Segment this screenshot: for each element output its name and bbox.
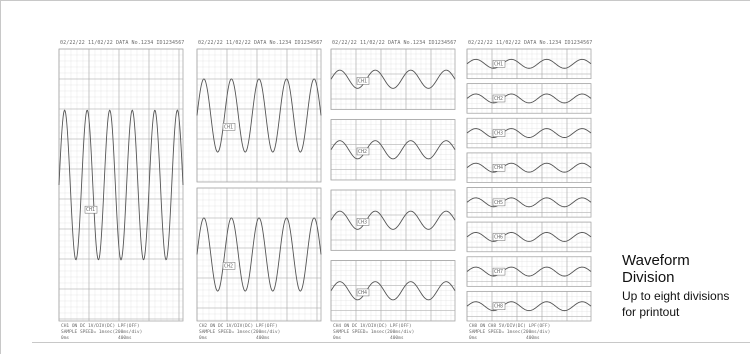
channel-label: CH4 (358, 290, 367, 296)
division-panel-1: CH1 (466, 48, 592, 80)
division-panel-3: CH3 (330, 189, 456, 251)
caption-title-line-2: Division (622, 269, 675, 286)
division-panel-7: CH7 (466, 256, 592, 287)
printout-plot: CH1 CH2 CH3 CH4 CH5 CH6 CH7 CH8 (466, 48, 592, 322)
channel-label: CH1 (86, 207, 95, 213)
printout-plot: CH1 (58, 48, 184, 322)
caption: Waveform Division Up to eight divisions … (622, 252, 750, 320)
waveform-trace (466, 162, 592, 173)
channel-label: CH4 (494, 165, 503, 171)
caption-subtitle-line-2: for printout (622, 305, 680, 319)
division-panel-1: CH1 (196, 48, 322, 183)
waveform-trace (196, 217, 322, 292)
channel-label-box (492, 233, 506, 241)
waveform-trace (466, 266, 592, 277)
division-panel-4: CH4 (330, 260, 456, 322)
printout-scale-end: 400ms (256, 336, 270, 341)
waveform-trace (466, 232, 592, 242)
printout-footer-channel: CH8 ON CH8 5V/DIV(DC) LPF(OFF) (469, 324, 551, 329)
caption-title-line-1: Waveform (622, 252, 690, 269)
channel-label: CH1 (224, 124, 233, 130)
channel-label-box (356, 147, 370, 156)
channel-label-box (492, 60, 506, 68)
printout-footer-channel: CH1 ON DC 1V/DIV(DC) LPF(OFF) (61, 324, 140, 329)
printout-header: 02/22/22 11/02/22 DATA No.1234 ID1234567 (60, 40, 185, 46)
channel-label-box (492, 302, 506, 310)
division-panel-2: CH2 (196, 187, 322, 322)
channel-label: CH5 (494, 200, 503, 206)
printout-header: 02/22/22 11/02/22 DATA No.1234 ID1234567 (468, 40, 593, 46)
channel-label: CH6 (494, 234, 503, 240)
channel-label: CH1 (494, 61, 503, 67)
printout-plot: CH1 CH2 CH3 CH4 (330, 48, 456, 322)
printout-footer-channel: CH2 ON DC 1V/DIV(DC) LPF(OFF) (199, 324, 278, 329)
channel-label-box (84, 205, 98, 214)
channel-label: CH3 (494, 131, 503, 137)
channel-label: CH3 (358, 219, 367, 225)
channel-label-box (492, 198, 506, 207)
figure-bottom-rule (32, 342, 750, 343)
printout-scale-start: 0ms (469, 336, 478, 341)
printout-header: 02/22/22 11/02/22 DATA No.1234 ID1234567 (198, 40, 323, 46)
printout-scale-start: 0ms (199, 336, 208, 341)
waveform-trace (466, 128, 592, 138)
division-panel-8: CH8 (466, 290, 592, 322)
division-panel-1: CH1 (330, 48, 456, 110)
waveform-trace (466, 93, 592, 104)
channel-label-box (356, 77, 370, 85)
channel-label: CH2 (494, 96, 503, 102)
waveform-trace (330, 69, 456, 89)
channel-label-box (492, 129, 506, 137)
waveform-trace (330, 210, 456, 230)
printout-footer-sample: SAMPLE SPEED= 1msec(200ms/div) (199, 330, 281, 335)
division-panel-6: CH6 (466, 221, 592, 253)
division-panel-3: CH3 (466, 117, 592, 149)
printout-8-divisions: 02/22/22 11/02/22 DATA No.1234 ID1234567… (466, 40, 592, 342)
channel-label-box (492, 267, 506, 276)
channel-label: CH2 (358, 149, 367, 155)
printout-scale-end: 400ms (118, 336, 132, 341)
division-panel-5: CH5 (466, 187, 592, 218)
waveform-trace (330, 140, 456, 160)
channel-label: CH8 (494, 304, 503, 310)
printout-footer-channel: CH4 ON DC 1V/DIV(DC) LPF(OFF) (333, 324, 412, 329)
printout-scale-end: 400ms (526, 336, 540, 341)
printout-header: 02/22/22 11/02/22 DATA No.1234 ID1234567 (332, 40, 457, 46)
waveform-trace (196, 78, 322, 153)
channel-label-box (356, 218, 370, 226)
printout-scale-start: 0ms (61, 336, 70, 341)
channel-label-box (222, 123, 236, 131)
channel-label-box (492, 94, 506, 103)
printout-scale-end: 400ms (390, 336, 404, 341)
printout-2-divisions: 02/22/22 11/02/22 DATA No.1234 ID1234567… (196, 40, 322, 342)
channel-label-box (356, 288, 370, 297)
printout-footer-sample: SAMPLE SPEED= 1msec(200ms/div) (333, 330, 415, 335)
caption-subtitle-line-1: Up to eight divisions (622, 289, 730, 303)
division-panel-1: CH1 (58, 48, 184, 322)
printout-scale-start: 0ms (333, 336, 342, 341)
waveform-trace (466, 301, 592, 312)
division-panel-2: CH2 (330, 119, 456, 181)
channel-label-box (222, 262, 236, 270)
division-panel-4: CH4 (466, 152, 592, 183)
printout-footer-sample: SAMPLE SPEED= 1msec(200ms/div) (469, 330, 551, 335)
channel-label-box (492, 163, 506, 172)
channel-label: CH1 (358, 78, 367, 84)
channel-label: CH2 (224, 263, 233, 269)
printout-footer-sample: SAMPLE SPEED= 1msec(200ms/div) (61, 330, 143, 335)
division-panel-2: CH2 (466, 83, 592, 114)
printout-4-divisions: 02/22/22 11/02/22 DATA No.1234 ID1234567… (330, 40, 456, 342)
waveform-trace (466, 197, 592, 208)
waveform-trace (58, 109, 184, 261)
printout-plot: CH1 CH2 (196, 48, 322, 322)
waveform-trace (330, 281, 456, 301)
channel-label: CH7 (494, 269, 503, 275)
waveform-trace (466, 58, 592, 69)
printout-1-division: 02/22/22 11/02/22 DATA No.1234 ID1234567… (58, 40, 184, 342)
